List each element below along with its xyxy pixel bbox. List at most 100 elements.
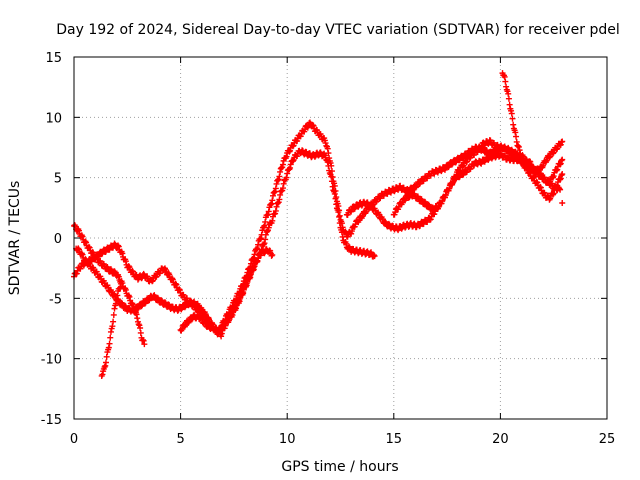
data-point [385, 220, 392, 227]
data-point [113, 297, 120, 304]
data-point [456, 157, 463, 164]
data-point [325, 162, 332, 169]
y-tick-label: 10 [45, 111, 62, 126]
data-point [505, 95, 512, 102]
data-point [122, 258, 129, 265]
data-point [85, 243, 92, 250]
data-point [185, 319, 192, 326]
data-point [257, 235, 264, 242]
data-point [229, 309, 236, 316]
series-track-9 [559, 200, 566, 207]
data-point [549, 150, 556, 157]
data-point [142, 300, 149, 307]
data-point [102, 359, 109, 366]
data-point [338, 229, 345, 236]
data-point [115, 243, 122, 250]
data-point [181, 304, 188, 311]
data-point [279, 161, 286, 168]
data-point [98, 251, 105, 258]
data-point [240, 289, 247, 296]
data-point [139, 336, 146, 343]
data-point [379, 215, 386, 222]
data-point [107, 334, 114, 341]
data-point [287, 161, 294, 168]
data-point [553, 167, 560, 174]
data-point [129, 268, 136, 275]
data-point [240, 285, 247, 292]
series-track-8 [499, 70, 566, 186]
data-point [162, 266, 169, 273]
data-point [269, 192, 276, 199]
data-point [328, 178, 335, 185]
data-point [463, 159, 470, 166]
data-point [540, 162, 547, 169]
data-point [449, 179, 456, 186]
data-point [269, 251, 276, 258]
data-point [153, 273, 160, 280]
x-axis: 0 5 10 15 20 25 [70, 57, 615, 447]
data-point [332, 195, 339, 202]
data-point [273, 203, 280, 210]
series-track-2 [73, 147, 378, 340]
data-point [261, 240, 268, 247]
x-tick-label: 15 [386, 432, 403, 447]
data-point [103, 353, 110, 360]
data-point [405, 194, 412, 201]
data-point [527, 158, 534, 165]
data-point [262, 236, 269, 243]
data-point [272, 188, 279, 195]
data-point [530, 163, 537, 170]
data-point [118, 299, 125, 306]
data-point [114, 292, 121, 299]
data-point [262, 231, 269, 238]
data-point [276, 196, 283, 203]
data-point [336, 213, 343, 220]
data-point [310, 122, 317, 129]
data-point [557, 176, 564, 183]
data-point [549, 191, 556, 198]
plot-frame [73, 56, 608, 420]
data-point [233, 302, 240, 309]
chart-title: Day 192 of 2024, Sidereal Day-to-day VTE… [56, 22, 620, 38]
data-point [541, 189, 548, 196]
data-point [331, 190, 338, 197]
data-point [537, 184, 544, 191]
data-point [165, 270, 172, 277]
data-point [264, 228, 271, 235]
data-point [112, 300, 119, 307]
data-point [82, 238, 89, 245]
data-point [83, 239, 90, 246]
data-point [309, 122, 316, 129]
data-point [129, 301, 136, 308]
data-point [336, 220, 343, 227]
data-point [79, 251, 86, 258]
data-point [90, 249, 97, 256]
data-point [218, 333, 225, 340]
data-point [133, 311, 140, 318]
y-axis: -15 -10 -5 0 5 10 15 [41, 51, 607, 428]
data-point [554, 145, 561, 152]
data-point [267, 201, 274, 208]
data-point [172, 280, 179, 287]
data-point [269, 197, 276, 204]
data-point [79, 233, 86, 240]
data-point [102, 362, 109, 369]
data-point [508, 110, 515, 117]
data-point [111, 305, 118, 312]
data-point [166, 271, 173, 278]
data-point [279, 185, 286, 192]
data-point [322, 140, 329, 147]
data-point [115, 273, 122, 280]
data-point [510, 121, 517, 128]
data-point [158, 297, 165, 304]
data-point [515, 143, 522, 150]
data-point [272, 185, 279, 192]
data-point [246, 273, 253, 280]
data-point [261, 222, 268, 229]
data-point [141, 341, 148, 348]
data-point [169, 276, 176, 283]
data-point [244, 276, 251, 283]
data-point [110, 311, 117, 318]
data-point [138, 303, 145, 310]
